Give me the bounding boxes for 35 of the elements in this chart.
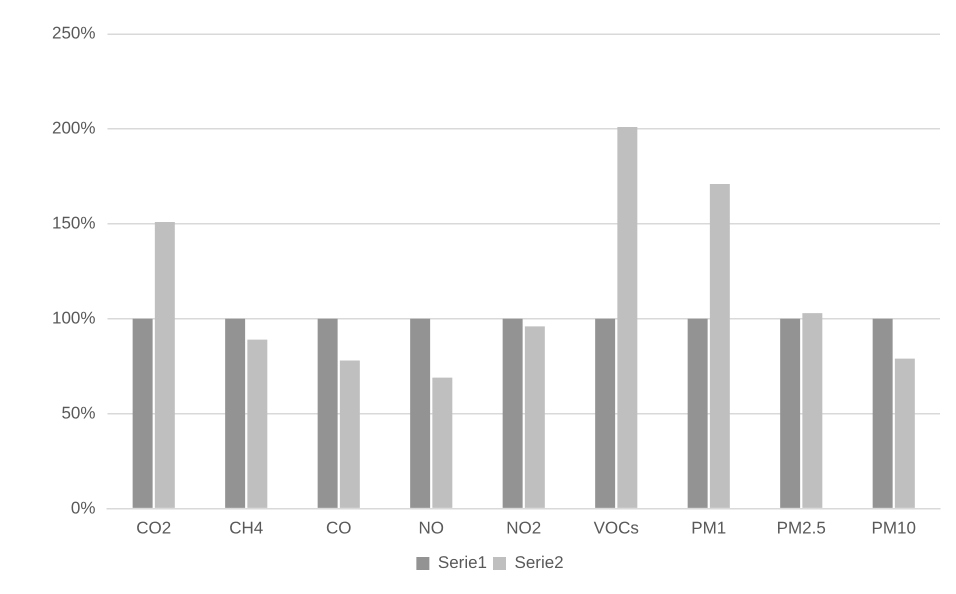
bar bbox=[524, 326, 545, 508]
x-tick-label: CH4 bbox=[229, 518, 264, 538]
bar bbox=[617, 127, 638, 508]
y-tick-label: 250% bbox=[52, 24, 96, 43]
bar bbox=[132, 318, 153, 508]
bar bbox=[154, 222, 175, 508]
x-tick-label: CO2 bbox=[136, 518, 172, 538]
bar bbox=[872, 318, 893, 508]
y-tick-label: 50% bbox=[61, 403, 96, 422]
bar bbox=[247, 340, 268, 508]
bar bbox=[780, 318, 800, 508]
bar bbox=[894, 358, 915, 508]
x-tick-label: PM10 bbox=[872, 518, 916, 538]
y-tick-label: 100% bbox=[52, 308, 96, 328]
bar bbox=[710, 184, 730, 508]
bar bbox=[502, 318, 523, 508]
bar bbox=[318, 318, 338, 508]
bar bbox=[595, 318, 616, 508]
y-tick-label: 0% bbox=[70, 498, 96, 518]
bar bbox=[225, 318, 246, 508]
legend-label: Serie1 bbox=[438, 553, 487, 572]
bar bbox=[432, 378, 452, 508]
bar bbox=[688, 318, 708, 508]
bar bbox=[802, 313, 822, 508]
x-tick-label: PM1 bbox=[691, 518, 726, 538]
x-tick-label: NO bbox=[418, 518, 444, 538]
bar bbox=[340, 360, 360, 508]
x-tick-label: CO bbox=[326, 518, 352, 538]
legend-label: Serie2 bbox=[514, 553, 564, 572]
x-tick-label: PM2.5 bbox=[776, 518, 826, 538]
bar bbox=[410, 318, 430, 508]
y-tick-label: 150% bbox=[52, 214, 96, 233]
x-tick-label: VOCs bbox=[594, 518, 639, 538]
y-tick-label: 200% bbox=[52, 118, 96, 138]
x-tick-label: NO2 bbox=[506, 518, 542, 538]
